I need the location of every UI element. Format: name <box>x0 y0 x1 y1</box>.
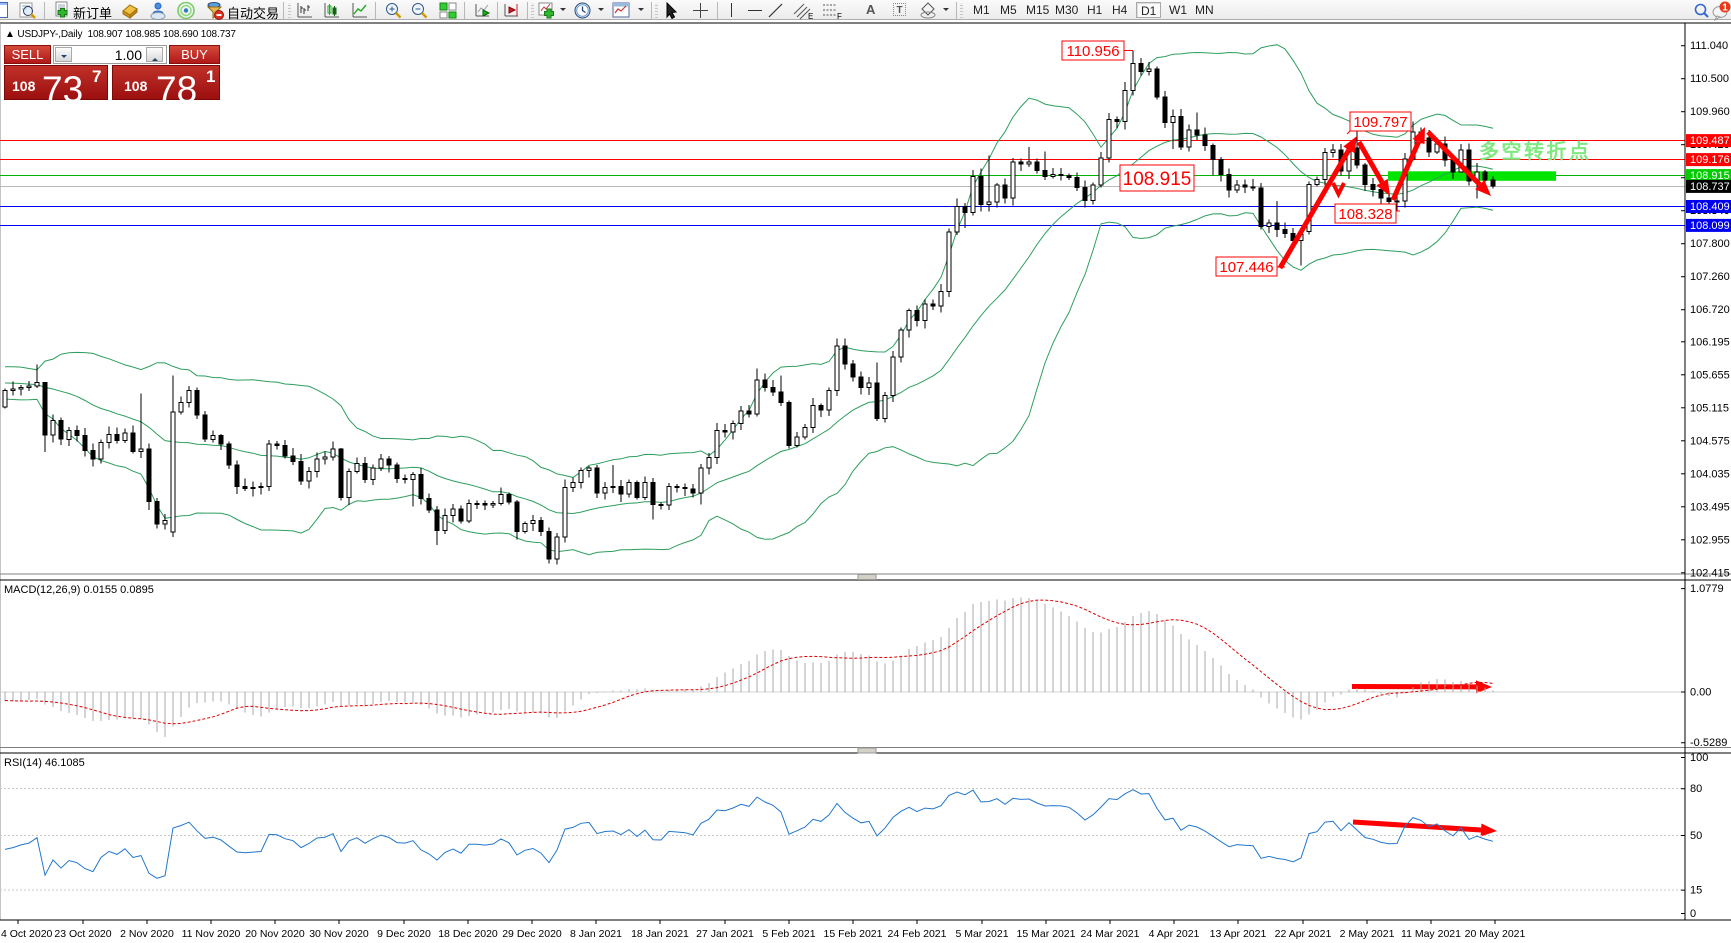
svg-text:F: F <box>837 12 842 20</box>
svg-text:102.415: 102.415 <box>1690 567 1730 579</box>
svg-text:107.260: 107.260 <box>1690 271 1730 283</box>
svg-text:108.915: 108.915 <box>1690 170 1730 182</box>
svg-text:2 May 2021: 2 May 2021 <box>1340 928 1395 940</box>
svg-text:24 Feb 2021: 24 Feb 2021 <box>888 928 947 940</box>
svg-text:4 Oct 2020: 4 Oct 2020 <box>1 928 53 940</box>
svg-text:▲ USDJPY-,Daily 108.907 108.9: ▲ USDJPY-,Daily 108.907 108.985 108.690 … <box>5 29 236 40</box>
svg-text:109.960: 109.960 <box>1690 106 1730 118</box>
svg-text:106.195: 106.195 <box>1690 336 1730 348</box>
svg-text:110.956: 110.956 <box>1066 43 1119 60</box>
svg-text:111.040: 111.040 <box>1690 40 1728 52</box>
svg-text:100: 100 <box>1690 752 1708 764</box>
svg-text:105.115: 105.115 <box>1690 402 1729 414</box>
svg-text:15 Mar 2021: 15 Mar 2021 <box>1017 928 1076 940</box>
svg-text:108.409: 108.409 <box>1690 201 1730 213</box>
svg-text:18 Jan 2021: 18 Jan 2021 <box>631 928 689 940</box>
svg-text:18 Dec 2020: 18 Dec 2020 <box>438 928 498 940</box>
svg-text:103.495: 103.495 <box>1690 501 1730 513</box>
svg-text:5 Feb 2021: 5 Feb 2021 <box>762 928 815 940</box>
svg-text:15: 15 <box>1690 885 1702 897</box>
svg-text:30 Nov 2020: 30 Nov 2020 <box>309 928 369 940</box>
svg-text:104.575: 104.575 <box>1690 435 1730 447</box>
svg-text:23 Oct 2020: 23 Oct 2020 <box>54 928 111 940</box>
svg-text:29 Dec 2020: 29 Dec 2020 <box>502 928 562 940</box>
svg-text:13 Apr 2021: 13 Apr 2021 <box>1210 928 1267 940</box>
svg-text:24 Mar 2021: 24 Mar 2021 <box>1081 928 1140 940</box>
svg-text:102.955: 102.955 <box>1690 534 1730 546</box>
svg-text:109.176: 109.176 <box>1690 154 1730 166</box>
svg-text:多空转折点: 多空转折点 <box>1479 139 1592 163</box>
svg-text:4 Apr 2021: 4 Apr 2021 <box>1149 928 1200 940</box>
svg-text:9 Dec 2020: 9 Dec 2020 <box>377 928 431 940</box>
svg-text:20 May 2021: 20 May 2021 <box>1465 928 1526 940</box>
svg-text:8 Jan 2021: 8 Jan 2021 <box>570 928 622 940</box>
svg-text:0.00: 0.00 <box>1690 687 1711 699</box>
svg-text:-0.5289: -0.5289 <box>1690 737 1727 749</box>
svg-text:MACD(12,26,9) 0.0155 0.0895: MACD(12,26,9) 0.0155 0.0895 <box>4 584 154 596</box>
svg-text:15 Feb 2021: 15 Feb 2021 <box>824 928 883 940</box>
svg-text:110.500: 110.500 <box>1690 73 1729 85</box>
svg-text:2 Nov 2020: 2 Nov 2020 <box>120 928 174 940</box>
svg-text:0: 0 <box>1690 908 1696 920</box>
svg-text:108.099: 108.099 <box>1690 220 1730 232</box>
svg-text:108.737: 108.737 <box>1690 181 1730 193</box>
svg-text:105.655: 105.655 <box>1690 369 1730 381</box>
svg-text:5 Mar 2021: 5 Mar 2021 <box>955 928 1008 940</box>
svg-text:109.797: 109.797 <box>1353 114 1407 131</box>
svg-text:11 Nov 2020: 11 Nov 2020 <box>182 928 241 940</box>
svg-text:108.915: 108.915 <box>1123 169 1192 190</box>
svg-text:80: 80 <box>1690 783 1702 795</box>
svg-text:11 May 2021: 11 May 2021 <box>1401 928 1461 940</box>
svg-text:27 Jan 2021: 27 Jan 2021 <box>696 928 754 940</box>
svg-text:22 Apr 2021: 22 Apr 2021 <box>1275 928 1332 940</box>
svg-text:50: 50 <box>1690 830 1702 842</box>
svg-text:RSI(14) 46.1085: RSI(14) 46.1085 <box>4 757 85 769</box>
svg-text:106.720: 106.720 <box>1690 304 1730 316</box>
svg-text:107.800: 107.800 <box>1690 238 1730 250</box>
svg-text:E: E <box>808 12 813 20</box>
svg-text:109.487: 109.487 <box>1690 135 1730 147</box>
svg-text:1: 1 <box>1722 3 1728 14</box>
svg-text:104.035: 104.035 <box>1690 468 1730 480</box>
svg-text:107.446: 107.446 <box>1219 259 1273 276</box>
svg-text:1.0779: 1.0779 <box>1690 583 1724 595</box>
svg-text:20 Nov 2020: 20 Nov 2020 <box>245 928 305 940</box>
svg-text:108.328: 108.328 <box>1338 206 1392 223</box>
